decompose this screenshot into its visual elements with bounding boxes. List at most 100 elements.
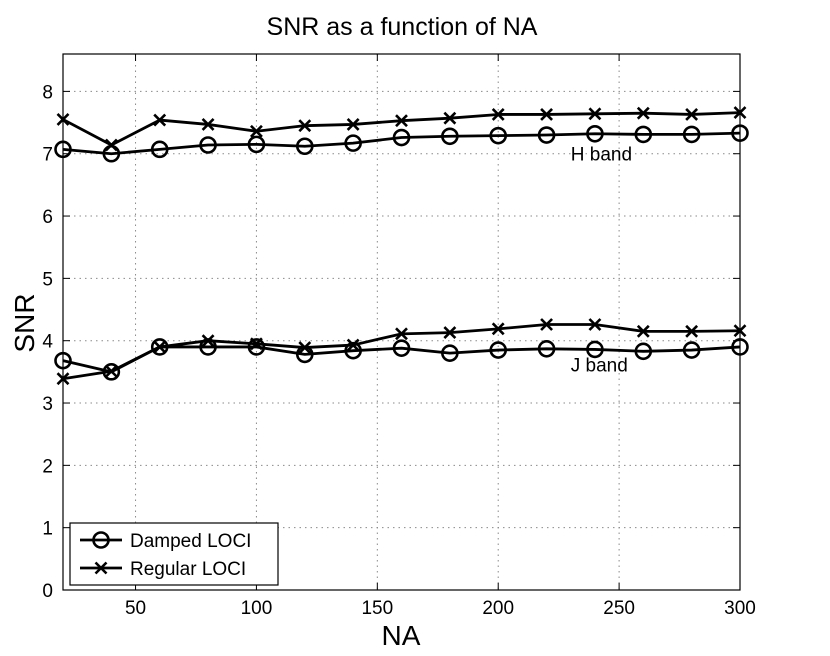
data-point bbox=[489, 126, 508, 145]
series-x-j-band bbox=[56, 318, 747, 386]
series-line bbox=[62, 131, 741, 156]
marker-stroke bbox=[250, 337, 263, 351]
marker-stroke bbox=[636, 106, 650, 120]
marker-stroke bbox=[346, 118, 360, 131]
marker-stroke bbox=[588, 318, 602, 331]
data-point bbox=[395, 114, 408, 128]
marker-stroke bbox=[153, 113, 167, 127]
data-point bbox=[443, 326, 457, 340]
marker-stroke bbox=[395, 327, 408, 341]
data-point bbox=[682, 341, 701, 359]
data-point bbox=[392, 339, 411, 357]
annotation-h-band: H band bbox=[571, 145, 632, 166]
data-point bbox=[588, 107, 602, 121]
data-point bbox=[537, 126, 556, 144]
y-tick-label: 1 bbox=[42, 519, 53, 540]
marker-stroke bbox=[685, 108, 699, 121]
data-point bbox=[586, 124, 604, 143]
data-point bbox=[685, 108, 699, 121]
data-point bbox=[295, 137, 314, 156]
x-tick-label: 250 bbox=[603, 598, 635, 619]
data-point bbox=[250, 337, 263, 351]
x-tick-label: 100 bbox=[241, 598, 273, 619]
plot-area bbox=[63, 54, 740, 590]
data-point bbox=[344, 134, 362, 152]
data-point bbox=[346, 118, 360, 131]
marker-stroke bbox=[94, 561, 108, 575]
data-point bbox=[540, 318, 553, 331]
data-point bbox=[247, 135, 266, 154]
plot-background bbox=[63, 54, 740, 590]
legend-label: Damped LOCI bbox=[130, 531, 251, 552]
legend-item-circle: Damped LOCI bbox=[80, 531, 251, 552]
y-tick-label: 6 bbox=[42, 207, 53, 228]
data-point bbox=[491, 322, 505, 336]
data-point bbox=[636, 106, 650, 120]
data-point bbox=[201, 118, 215, 131]
data-point bbox=[250, 124, 263, 138]
y-tick-label: 7 bbox=[42, 145, 53, 166]
data-point bbox=[395, 327, 408, 341]
data-point bbox=[199, 136, 217, 154]
marker-stroke bbox=[201, 334, 215, 348]
marker-stroke bbox=[491, 108, 505, 121]
annotations: H band J band bbox=[571, 145, 632, 377]
chart-title: SNR as a function of NA bbox=[267, 13, 538, 41]
x-tick-label: 200 bbox=[482, 598, 514, 619]
legend-marker bbox=[92, 531, 110, 549]
y-tick-label: 3 bbox=[42, 394, 53, 415]
series-x-h-band bbox=[56, 106, 747, 152]
marker-stroke bbox=[491, 322, 505, 336]
data-point bbox=[441, 127, 459, 146]
legend: Damped LOCI Regular LOCI bbox=[69, 522, 279, 586]
data-point bbox=[682, 125, 701, 144]
data-point bbox=[104, 364, 118, 378]
x-tick-label: 50 bbox=[125, 598, 146, 619]
data-point bbox=[392, 128, 411, 147]
data-point bbox=[636, 324, 650, 338]
marker-stroke bbox=[685, 324, 699, 338]
marker-stroke bbox=[540, 108, 553, 121]
marker-stroke bbox=[636, 324, 650, 338]
marker-stroke bbox=[346, 338, 360, 352]
data-point bbox=[586, 340, 604, 359]
series-layer bbox=[54, 106, 749, 386]
data-point bbox=[634, 342, 653, 361]
marker-stroke bbox=[443, 326, 457, 340]
axes bbox=[62, 53, 741, 591]
marker-stroke bbox=[250, 124, 263, 138]
legend-item-x: Regular LOCI bbox=[80, 559, 246, 580]
marker-stroke bbox=[104, 364, 118, 378]
x-axis-title: NA bbox=[382, 620, 421, 651]
data-point bbox=[201, 334, 215, 348]
tick-labels: 50 100 150 200 250 300 0 1 2 3 4 5 6 7 8 bbox=[42, 82, 755, 619]
data-point bbox=[491, 108, 505, 121]
marker-stroke bbox=[298, 341, 312, 354]
data-point bbox=[298, 341, 312, 354]
data-point bbox=[298, 119, 312, 133]
legend-label: Regular LOCI bbox=[130, 559, 246, 580]
series-line bbox=[62, 345, 741, 374]
data-point bbox=[247, 338, 266, 356]
marker-stroke bbox=[588, 107, 602, 121]
y-tick-label: 4 bbox=[42, 332, 53, 353]
data-point bbox=[685, 324, 699, 338]
legend-marker bbox=[94, 561, 108, 575]
y-axis-title: SNR bbox=[9, 293, 40, 352]
x-tick-label: 150 bbox=[361, 598, 393, 619]
data-point bbox=[441, 344, 459, 362]
data-point bbox=[443, 111, 457, 125]
y-tick-label: 2 bbox=[42, 456, 53, 477]
y-tick-label: 5 bbox=[42, 269, 53, 290]
data-point bbox=[537, 339, 556, 358]
data-point bbox=[634, 125, 653, 144]
axes-box bbox=[62, 53, 741, 591]
marker-stroke bbox=[153, 340, 167, 354]
annotation-j-band: J band bbox=[571, 355, 628, 376]
data-point bbox=[153, 340, 167, 354]
marker-stroke bbox=[540, 318, 553, 331]
data-point bbox=[344, 341, 362, 360]
data-point bbox=[346, 338, 360, 352]
marker-stroke bbox=[298, 119, 312, 133]
